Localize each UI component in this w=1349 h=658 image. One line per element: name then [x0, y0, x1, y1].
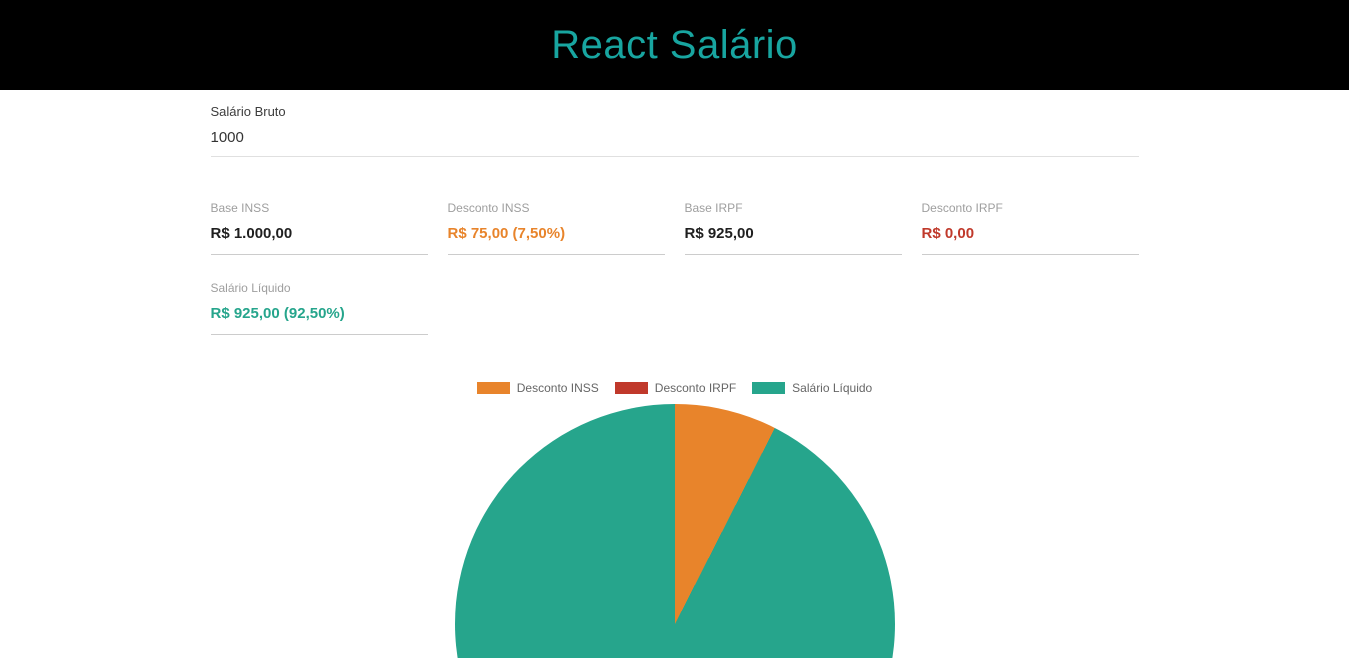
field-desconto-inss: Desconto INSS R$ 75,00 (7,50%): [447, 201, 665, 255]
main-content: Salário Bruto Base INSS R$ 1.000,00 Desc…: [210, 90, 1139, 658]
chart-legend: Desconto INSS Desconto IRPF Salário Líqu…: [211, 381, 1139, 395]
field-label: Desconto INSS: [447, 201, 530, 215]
field-value: R$ 1.000,00: [210, 221, 428, 255]
field-label: Base INSS: [210, 201, 270, 215]
field-salario-liquido: Salário Líquido R$ 925,00 (92,50%): [210, 281, 428, 335]
salario-bruto-input[interactable]: [210, 125, 1139, 157]
page-title: React Salário: [551, 22, 798, 67]
field-value: R$ 75,00 (7,50%): [447, 221, 665, 255]
field-value: R$ 925,00: [684, 221, 902, 255]
legend-item-desconto-inss[interactable]: Desconto INSS: [476, 381, 599, 395]
legend-item-desconto-irpf[interactable]: Desconto IRPF: [614, 381, 737, 395]
field-value: R$ 0,00: [921, 221, 1139, 255]
field-value: R$ 925,00 (92,50%): [210, 301, 428, 335]
legend-swatch-orange: [476, 382, 510, 394]
field-label: Desconto IRPF: [921, 201, 1003, 215]
legend-swatch-red: [614, 382, 648, 394]
legend-label: Desconto INSS: [516, 381, 599, 395]
legend-label: Desconto IRPF: [654, 381, 737, 395]
field-base-irpf: Base IRPF R$ 925,00: [684, 201, 902, 255]
app-header: React Salário: [0, 0, 1349, 90]
salario-bruto-label: Salário Bruto: [210, 104, 286, 119]
pie-chart[interactable]: [454, 404, 895, 658]
field-base-inss: Base INSS R$ 1.000,00: [210, 201, 428, 255]
field-label: Base IRPF: [684, 201, 743, 215]
field-desconto-irpf: Desconto IRPF R$ 0,00: [921, 201, 1139, 255]
results-grid: Base INSS R$ 1.000,00 Desconto INSS R$ 7…: [210, 201, 1139, 335]
legend-item-salario-liquido[interactable]: Salário Líquido: [752, 381, 872, 395]
legend-label: Salário Líquido: [792, 381, 873, 395]
salario-bruto-field: Salário Bruto: [210, 104, 1139, 157]
field-label: Salário Líquido: [210, 281, 291, 295]
legend-swatch-teal: [752, 382, 786, 394]
chart-section: Desconto INSS Desconto IRPF Salário Líqu…: [211, 381, 1139, 658]
